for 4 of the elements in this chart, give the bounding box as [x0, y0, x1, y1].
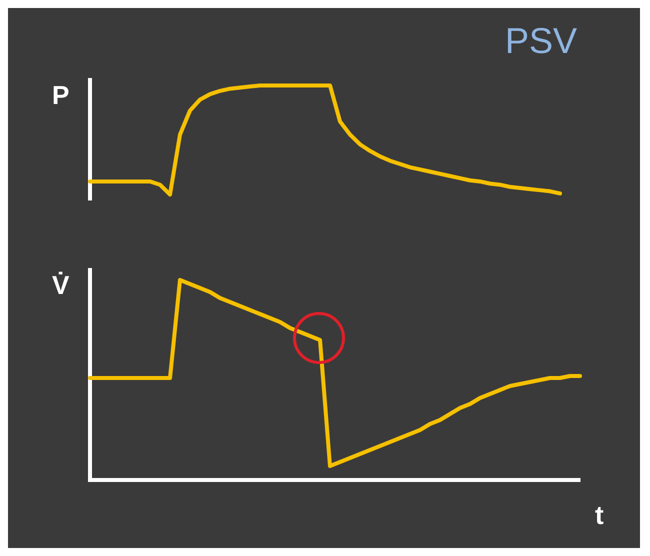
- x-axis-title: t: [595, 500, 604, 531]
- y-axis-title: P: [52, 80, 70, 111]
- chart-title: PSV: [505, 20, 578, 62]
- y-axis-title: V̇: [52, 270, 70, 301]
